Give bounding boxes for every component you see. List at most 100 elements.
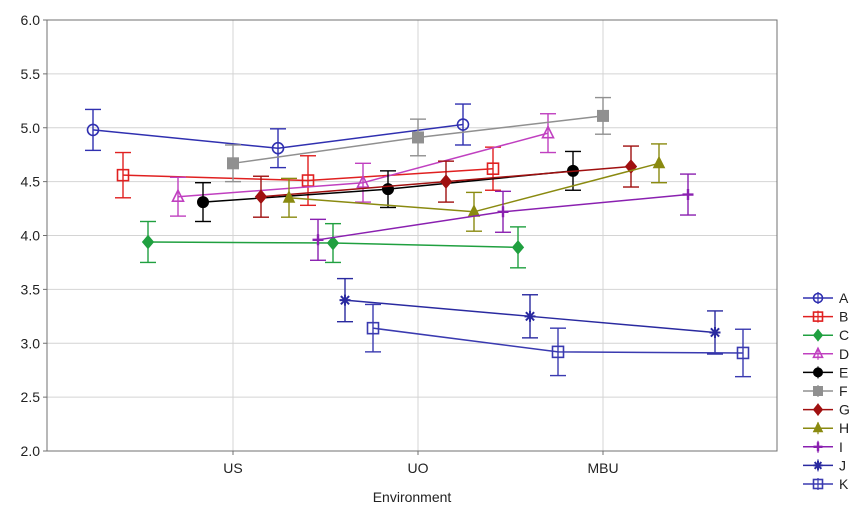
y-tick-label: 5.5 <box>21 66 41 82</box>
data-point <box>171 188 185 203</box>
series-H <box>281 143 667 232</box>
error-bar <box>455 103 471 146</box>
legend-marker <box>813 386 823 396</box>
marker-square-open <box>116 168 130 182</box>
y-tick-label: 3.0 <box>21 335 41 351</box>
marker-asterisk <box>339 294 351 306</box>
legend-marker <box>813 367 823 378</box>
legend-label: E <box>839 364 848 380</box>
marker-square-filled <box>227 157 239 170</box>
marker-square-open <box>812 311 824 322</box>
marker-plus <box>497 206 509 218</box>
series-G <box>253 145 639 218</box>
marker-diamond-filled <box>439 174 453 189</box>
marker-triangle-filled <box>812 421 824 433</box>
legend-marker <box>812 328 824 342</box>
legend-label: J <box>839 457 846 473</box>
legend-item: F <box>803 383 848 399</box>
marker-diamond-filled <box>812 403 824 416</box>
x-tick-label: MBU <box>587 460 618 476</box>
data-point <box>271 141 285 155</box>
marker-triangle-open <box>171 188 185 203</box>
y-tick-label: 2.5 <box>21 389 41 405</box>
marker-circle-filled <box>813 367 823 378</box>
series-A <box>85 103 471 169</box>
error-bar <box>115 151 131 199</box>
legend-marker <box>812 311 824 322</box>
marker-triangle-open <box>812 346 824 359</box>
legend-label: B <box>839 309 848 325</box>
marker-plus <box>312 234 324 246</box>
y-tick-label: 6.0 <box>21 12 41 28</box>
marker-diamond-filled <box>254 189 268 204</box>
legend-label: C <box>839 327 849 343</box>
data-point <box>356 174 370 189</box>
x-tick-label: US <box>223 460 242 476</box>
legend-label: K <box>839 476 849 492</box>
gridlines <box>47 19 777 452</box>
marker-circle-open <box>456 118 470 131</box>
error-bar <box>170 176 186 217</box>
marker-asterisk <box>813 460 823 470</box>
marker-square-filled <box>813 386 823 396</box>
legend-marker <box>812 478 824 490</box>
error-bar <box>355 162 371 203</box>
data-point <box>141 234 155 250</box>
y-axis: 2.0 2.5 3.0 3.5 4.0 4.5 5.0 5.5 6.0 <box>21 12 47 459</box>
y-tick-label: 4.5 <box>21 174 41 190</box>
marker-circle-open <box>271 141 285 155</box>
legend-label: I <box>839 439 843 455</box>
legend-marker <box>812 292 824 304</box>
x-tick-label: UO <box>408 460 429 476</box>
marker-square-open <box>301 174 315 187</box>
marker-diamond-filled <box>141 234 155 250</box>
marker-triangle-filled <box>282 190 296 203</box>
marker-circle-open <box>86 123 100 137</box>
error-bar <box>300 155 316 207</box>
error-bar <box>550 327 566 377</box>
series-J <box>337 277 723 355</box>
data-point <box>597 109 609 122</box>
data-point <box>456 118 470 131</box>
data-point <box>652 155 666 169</box>
marker-square-open <box>551 345 565 359</box>
legend-marker <box>812 421 824 433</box>
marker-diamond-filled <box>812 328 824 342</box>
series-group <box>85 96 751 378</box>
data-point <box>709 326 721 338</box>
marker-diamond-filled <box>511 240 525 255</box>
marker-circle-filled <box>197 196 209 209</box>
data-point <box>412 131 424 144</box>
data-point <box>197 196 209 209</box>
marker-diamond-filled <box>326 235 340 251</box>
y-tick-label: 3.5 <box>21 281 41 297</box>
series-I <box>310 173 696 261</box>
legend-label: F <box>839 383 848 399</box>
data-point <box>282 190 296 203</box>
data-point <box>497 206 509 218</box>
y-tick-label: 5.0 <box>21 120 41 136</box>
legend-item: G <box>803 402 850 418</box>
legend-item: K <box>803 476 849 492</box>
data-point <box>541 124 555 139</box>
data-point <box>736 346 750 360</box>
legend-item: A <box>803 290 849 306</box>
error-bar <box>735 328 751 378</box>
series-B <box>115 146 501 207</box>
marker-asterisk <box>524 310 536 322</box>
legend-item: C <box>803 327 849 343</box>
legend-item: J <box>803 457 846 473</box>
data-point <box>254 189 268 204</box>
legend-label: A <box>839 290 849 306</box>
series-C <box>140 220 526 269</box>
series-F <box>225 96 611 183</box>
marker-asterisk <box>709 326 721 338</box>
marker-square-filled <box>412 131 424 144</box>
legend-item: H <box>803 420 849 436</box>
data-point <box>301 174 315 187</box>
error-bar <box>365 303 381 353</box>
error-bar <box>85 108 101 152</box>
marker-square-open <box>486 162 500 175</box>
data-point <box>312 234 324 246</box>
